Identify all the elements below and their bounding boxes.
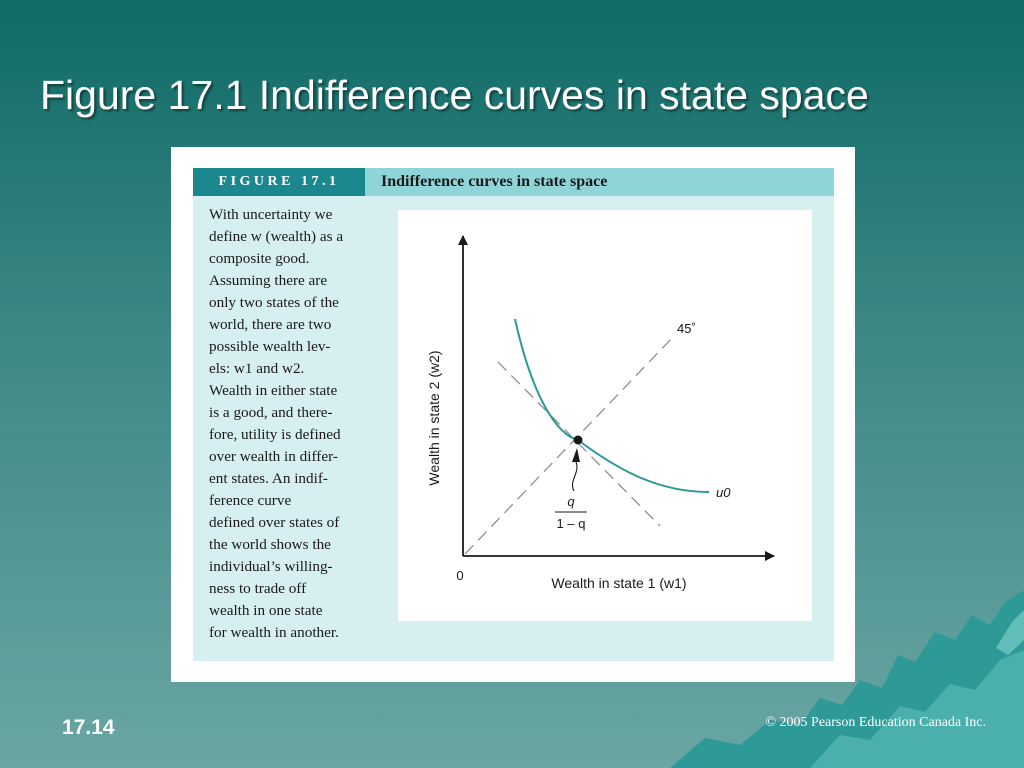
caption-line: ness to trade off: [209, 580, 307, 597]
diagram-plot-area: q 1 – q 45˚ u0 0 Wealth in state 1 (w1) …: [398, 210, 812, 621]
figure-title: Indifference curves in state space: [381, 173, 608, 190]
indifference-curve: [514, 318, 710, 493]
slope-denominator: 1 – q: [557, 516, 586, 531]
caption-line: fore, utility is defined: [209, 426, 341, 443]
slope-pointer: [572, 459, 578, 492]
forty-five-degree-line: [464, 334, 676, 555]
caption-line: over wealth in differ-: [209, 448, 338, 465]
y-axis-label: Wealth in state 2 (w2): [426, 350, 442, 485]
curve-label: u0: [716, 485, 731, 500]
slide-number: 17.14: [62, 716, 115, 739]
caption-line: composite good.: [209, 250, 310, 267]
caption-line: ference curve: [209, 492, 292, 509]
caption-line: Wealth in either state: [209, 382, 338, 399]
caption-line: wealth in one state: [209, 602, 323, 619]
figure-caption: With uncertainty we define w (wealth) as …: [209, 204, 381, 644]
origin-label: 0: [456, 568, 463, 583]
tangency-point: [573, 435, 583, 445]
figure-frame: FIGURE 17.1 Indifference curves in state…: [171, 147, 855, 682]
caption-line: the world shows the: [209, 536, 331, 553]
caption-line: With uncertainty we: [209, 206, 333, 223]
figure-panel: FIGURE 17.1 Indifference curves in state…: [193, 168, 834, 661]
caption-line: Assuming there are: [209, 272, 328, 289]
caption-line: is a good, and there-: [209, 404, 333, 421]
caption-line: world, there are two: [209, 316, 332, 333]
caption-line: possible wealth lev-: [209, 338, 331, 355]
indifference-diagram: q 1 – q 45˚ u0 0 Wealth in state 1 (w1) …: [426, 235, 775, 591]
caption-line: ent states. An indif-: [209, 470, 328, 487]
figure-header: FIGURE 17.1 Indifference curves in state…: [193, 168, 834, 196]
x-axis-label: Wealth in state 1 (w1): [551, 575, 686, 591]
forty-five-degree-label: 45˚: [677, 321, 696, 336]
caption-line: for wealth in another.: [209, 624, 339, 641]
caption-line: els: w1 and w2.: [209, 360, 305, 377]
copyright-notice: © 2005 Pearson Education Canada Inc.: [765, 715, 986, 730]
caption-line: defined over states of: [209, 514, 340, 531]
slide-title: Figure 17.1 Indifference curves in state…: [40, 72, 869, 118]
figure-label: FIGURE 17.1: [193, 168, 365, 196]
slope-pointer-head: [572, 448, 580, 462]
slope-numerator: q: [567, 494, 575, 509]
caption-line: individual’s willing-: [209, 558, 333, 575]
caption-line: define w (wealth) as a: [209, 228, 344, 245]
caption-line: only two states of the: [209, 294, 339, 311]
